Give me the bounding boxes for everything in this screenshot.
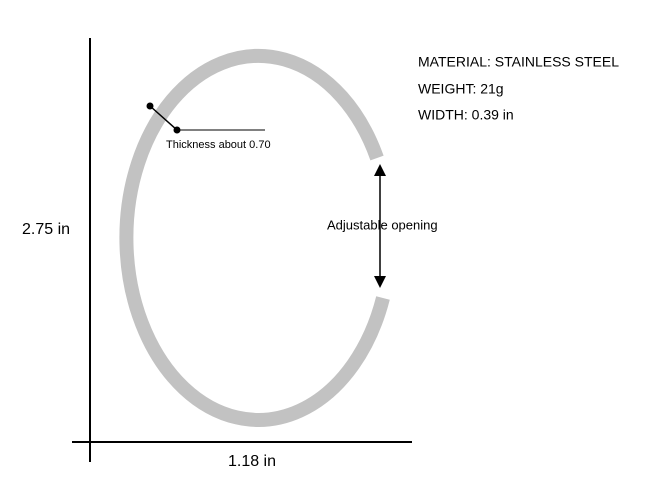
thickness-pointer: [149, 105, 178, 131]
spec-weight: WEIGHT: 21g: [418, 81, 504, 97]
spec-width: WIDTH: 0.39 in: [418, 107, 514, 123]
height-label: 2.75 in: [22, 221, 70, 238]
ring-shape: [119, 48, 390, 427]
width-label: 1.18 in: [228, 453, 276, 470]
pointer-dot: [146, 102, 154, 110]
opening-label: Adjustable opening: [327, 217, 438, 232]
spec-material: MATERIAL: STAINLESS STEEL: [418, 54, 619, 70]
pointer-dot: [173, 126, 181, 134]
thickness-label: Thickness about 0.70: [166, 139, 271, 151]
